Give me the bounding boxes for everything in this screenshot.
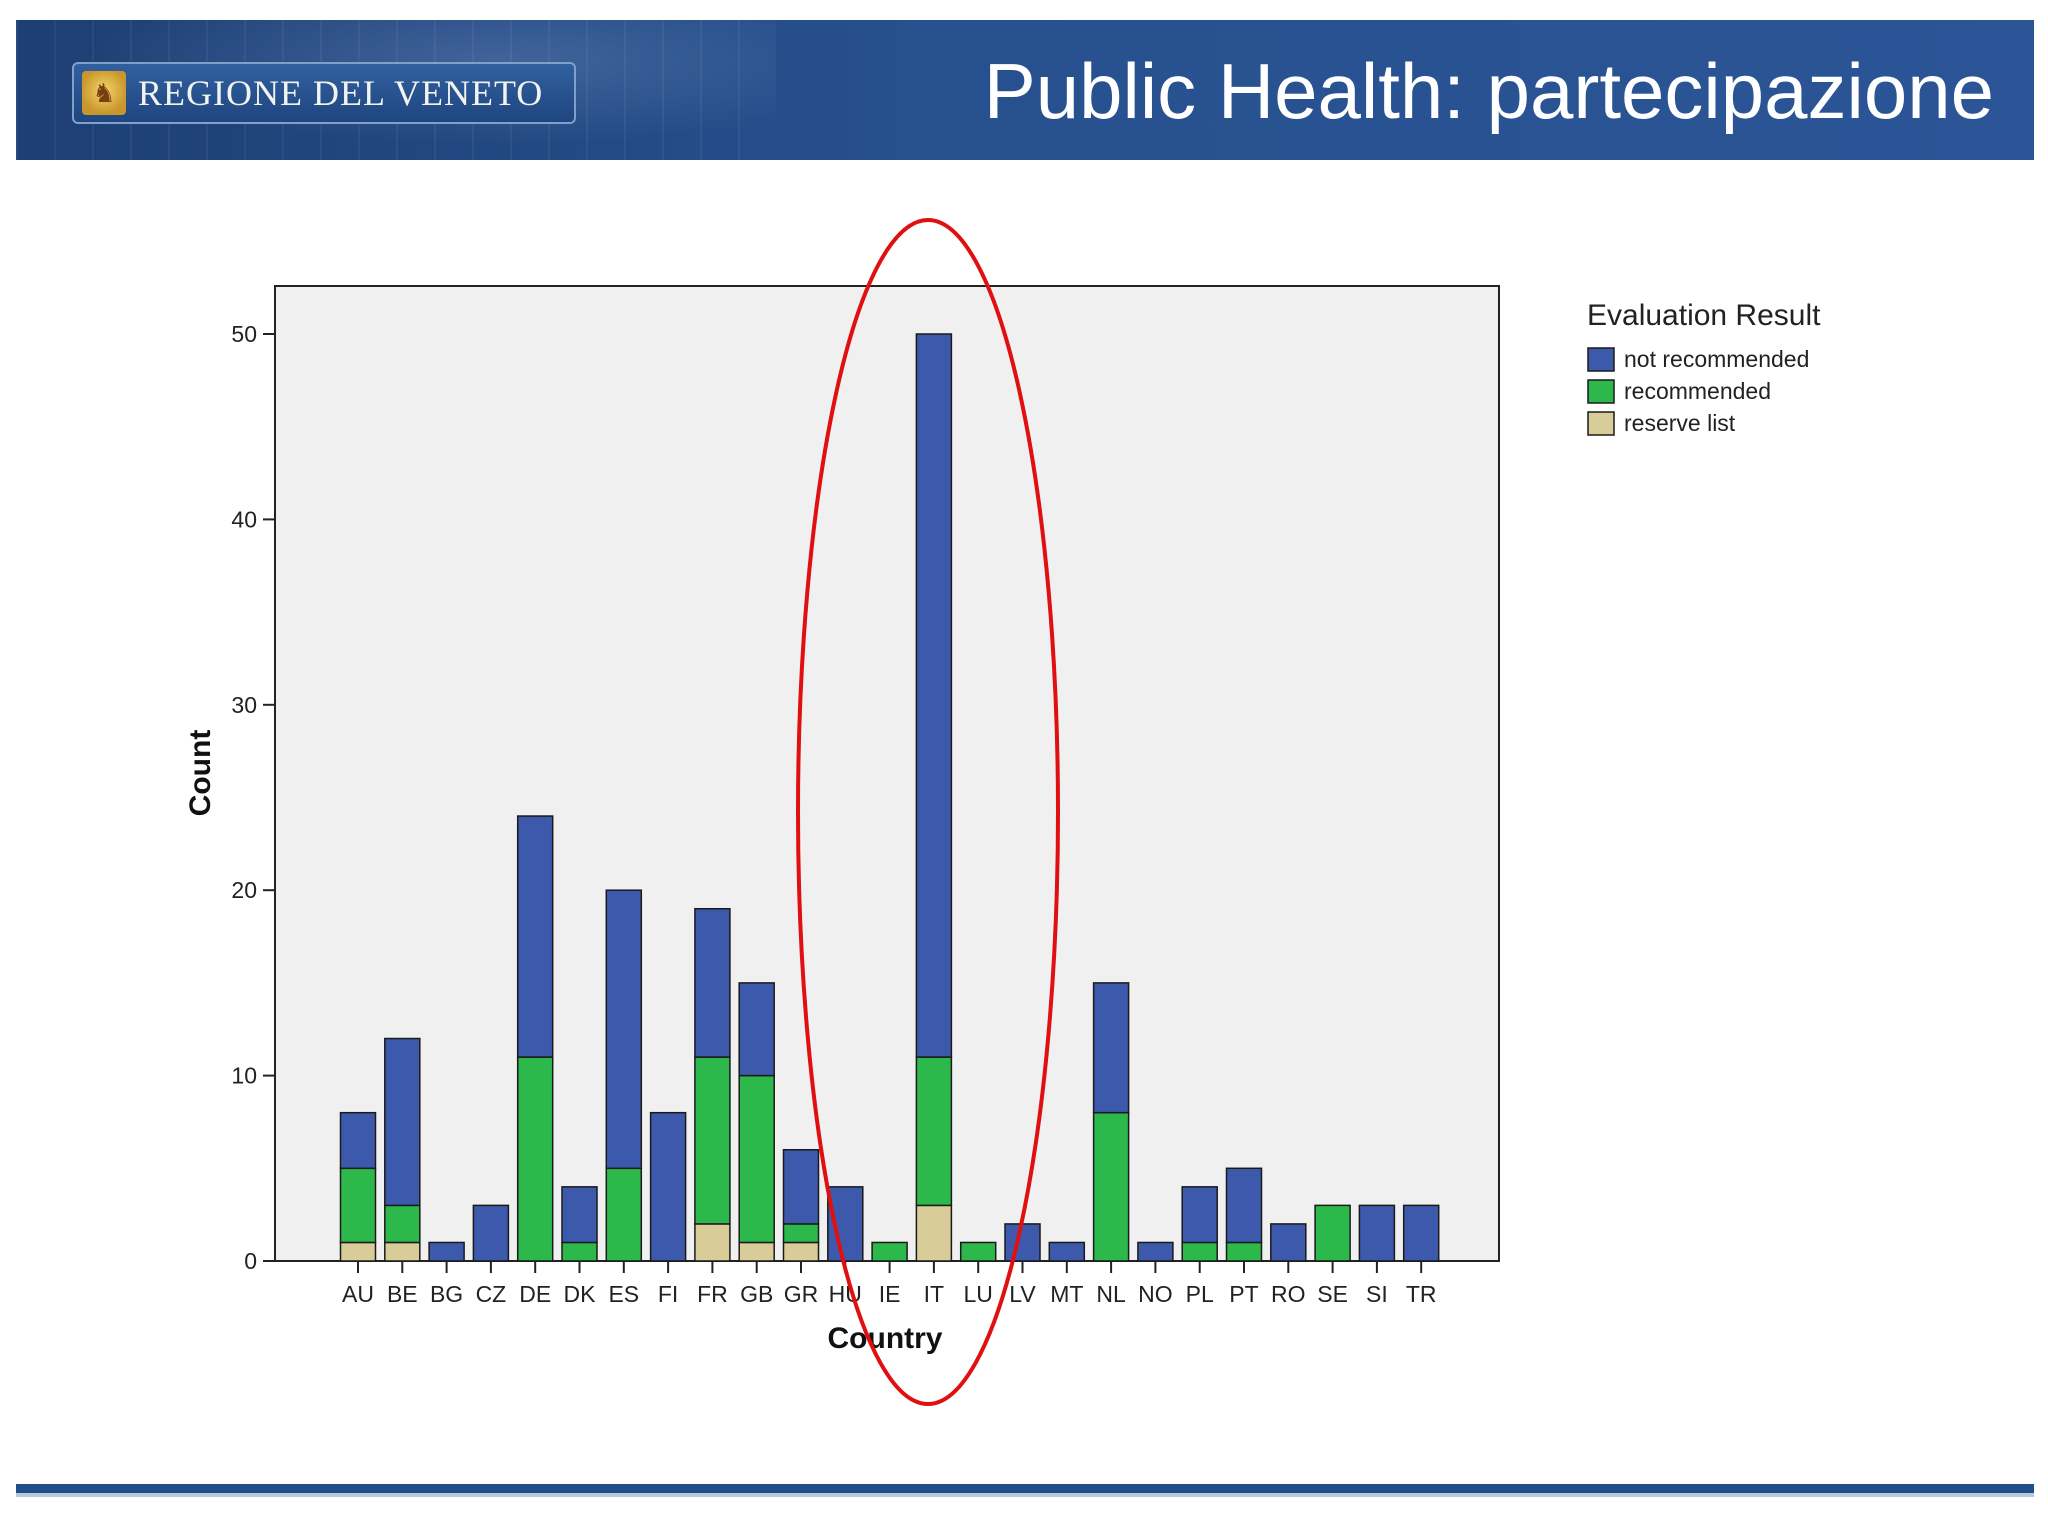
bar-segment-gb-not-recommended [738,982,775,1077]
bar-segment-it-reserve-list [915,1204,953,1262]
bar-segment-gb-reserve-list [738,1241,775,1262]
bar-segment-ro-not-recommended [1270,1223,1307,1262]
bar-segment-dk-not-recommended [561,1186,598,1244]
x-tick-label-lv: LV [1009,1281,1036,1307]
legend-title: Evaluation Result [1587,299,1821,332]
x-tick-label-bg: BG [430,1281,463,1307]
logo-text: REGIONE DEL VENETO [138,73,544,113]
bar-segment-es-recommended [605,1167,643,1262]
x-tick-label-ie: IE [879,1281,901,1307]
x-tick-label-dk: DK [564,1281,597,1307]
bar-segment-de-not-recommended [516,815,554,1058]
bar-segment-mt-not-recommended [1048,1241,1086,1262]
bar-segment-nl-not-recommended [1092,982,1130,1114]
legend-label-not-recommended: not recommended [1624,346,1809,372]
bar-segment-lu-recommended [959,1241,997,1262]
x-tick-label-au: AU [342,1281,374,1307]
x-tick-label-nl: NL [1096,1281,1126,1307]
y-axis: 0 10 20 30 40 50 [231,321,275,1274]
x-axis-title: Country [828,1322,943,1355]
regione-veneto-logo: ♞ REGIONE DEL VENETO [72,62,576,124]
legend-swatch-not-recommended [1587,347,1615,372]
x-tick-label-si: SI [1366,1281,1388,1307]
bar-segment-cz-not-recommended [472,1204,510,1262]
plot-area [274,285,1500,1262]
x-tick-label-es: ES [608,1281,639,1307]
bar-segment-au-recommended [339,1167,377,1244]
bar-segment-nl-recommended [1092,1111,1130,1262]
x-tick-label-it: IT [924,1281,944,1307]
x-tick-label-be: BE [387,1281,418,1307]
x-tick-label-gr: GR [784,1281,819,1307]
bar-segment-lv-not-recommended [1004,1223,1041,1262]
legend-label-reserve-list: reserve list [1624,410,1736,436]
bar-segment-pt-not-recommended [1225,1167,1263,1244]
bar-segment-pl-not-recommended [1181,1186,1218,1244]
bar-segment-au-not-recommended [339,1111,377,1170]
y-tick-label: 40 [231,506,257,532]
x-tick-label-tr: TR [1406,1281,1437,1307]
legend-swatch-recommended [1587,379,1615,404]
x-tick-label-cz: CZ [476,1281,507,1307]
bar-segment-au-reserve-list [339,1241,377,1262]
bottom-rule [16,1484,2034,1493]
x-tick-label-ro: RO [1271,1281,1306,1307]
x-axis: AU BE BG CZ DE DK ES FI FR GB GR HU IE IT LU LV MT NL NO PL… [342,1261,1437,1307]
bar-segment-fi-not-recommended [649,1111,687,1262]
slide-header: ♞ REGIONE DEL VENETO Public Health: part… [16,20,2034,160]
bar-segment-tr-not-recommended [1402,1204,1440,1262]
bar-segment-ie-recommended [871,1241,908,1262]
bar-segment-gr-reserve-list [782,1241,820,1262]
bottom-rule-accent [16,1493,2034,1497]
bar-segment-gr-not-recommended [782,1149,820,1225]
y-tick-label: 10 [231,1063,257,1089]
x-tick-label-gb: GB [740,1281,773,1307]
x-tick-label-pt: PT [1229,1281,1258,1307]
bar-segment-be-not-recommended [384,1037,421,1207]
legend: Evaluation Result not recommended recomme… [1587,299,1821,436]
bar-segment-be-recommended [384,1204,421,1244]
x-tick-label-fr: FR [697,1281,728,1307]
x-tick-label-se: SE [1317,1281,1348,1307]
bar-segment-dk-recommended [561,1241,598,1262]
bar-segment-fr-reserve-list [694,1223,731,1262]
bars [339,333,1440,1262]
slide-title: Public Health: partecipazione [983,47,1994,135]
bar-segment-be-reserve-list [384,1241,421,1262]
bar-segment-bg-not-recommended [428,1241,465,1262]
legend-label-recommended: recommended [1624,378,1771,404]
y-tick-label: 50 [231,321,257,347]
bar-segment-fr-recommended [694,1056,731,1225]
y-axis-title: Count [184,730,217,817]
x-tick-label-pl: PL [1186,1281,1214,1307]
bar-segment-pl-recommended [1181,1241,1218,1262]
y-tick-label: 0 [244,1248,257,1274]
bar-segment-gr-recommended [782,1223,820,1244]
bar-segment-si-not-recommended [1358,1204,1396,1262]
bar-segment-es-not-recommended [605,889,643,1170]
x-tick-label-fi: FI [658,1281,678,1307]
bar-segment-no-not-recommended [1137,1241,1174,1262]
bar-segment-de-recommended [516,1056,554,1262]
bar-segment-pt-recommended [1225,1241,1263,1262]
bar-segment-it-not-recommended [915,333,953,1058]
x-tick-label-mt: MT [1050,1281,1083,1307]
x-tick-label-no: NO [1138,1281,1173,1307]
highlight-ellipse [796,218,1060,1406]
legend-swatch-reserve-list [1587,411,1615,436]
bar-segment-it-recommended [915,1056,953,1207]
bar-segment-gb-recommended [738,1074,775,1244]
lion-emblem-icon: ♞ [82,71,126,115]
bar-segment-se-recommended [1314,1204,1351,1262]
bar-segment-fr-not-recommended [694,907,731,1058]
x-tick-label-lu: LU [963,1281,992,1307]
y-tick-label: 30 [231,692,257,718]
x-tick-label-de: DE [519,1281,551,1307]
y-tick-label: 20 [231,877,257,903]
